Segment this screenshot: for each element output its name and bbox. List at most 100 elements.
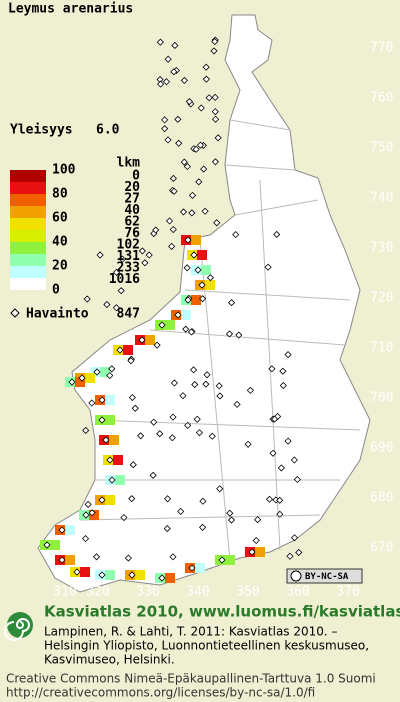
observation-marker <box>279 367 287 375</box>
observation-marker <box>284 351 292 359</box>
northing-label: 730 <box>370 241 393 256</box>
occurrence-cell <box>65 525 75 535</box>
observation-marker <box>118 255 127 263</box>
observation-marker <box>235 331 243 339</box>
observation-marker <box>187 328 196 336</box>
observation-marker <box>168 242 176 250</box>
observation-marker <box>128 571 136 579</box>
observation-marker <box>193 415 201 423</box>
observation-marker <box>98 416 106 424</box>
occurrence-cell <box>85 373 95 383</box>
occurrence-cell <box>225 555 235 565</box>
observation-marker <box>162 78 171 86</box>
observation-marker <box>184 296 192 304</box>
observation-marker <box>233 400 241 408</box>
observation-marker <box>68 378 76 386</box>
observation-marker <box>246 386 254 394</box>
easting-label: 340 <box>186 585 209 600</box>
observation-marker <box>169 413 177 421</box>
observation-marker <box>248 548 256 556</box>
scale-label: 20 <box>52 259 68 274</box>
license-line: http://creativecommons.org/licenses/by-n… <box>6 686 315 700</box>
observation-marker <box>202 75 210 83</box>
observation-marker <box>108 476 116 484</box>
observation-marker <box>98 571 106 579</box>
observation-marker <box>96 251 104 259</box>
observation-marker <box>214 134 222 142</box>
observation-marker <box>201 207 209 215</box>
observation-marker <box>161 125 169 133</box>
observation-marker <box>171 41 179 50</box>
observation-marker <box>98 396 106 404</box>
observation-marker <box>102 436 110 444</box>
observation-marker <box>276 496 284 504</box>
observation-marker <box>152 226 160 234</box>
observation-marker <box>271 415 279 423</box>
observation-marker <box>164 55 172 63</box>
observation-marker <box>286 552 294 560</box>
observation-marker <box>273 230 281 239</box>
observation-marker <box>200 165 208 173</box>
citation-line: Helsingin Yliopisto, Luonnontieteellinen… <box>44 639 369 653</box>
legend-swatch <box>10 170 46 182</box>
count-label: 0 <box>132 169 140 184</box>
observation-marker <box>228 299 236 307</box>
northing-label: 680 <box>370 491 393 506</box>
observation-marker <box>124 554 132 562</box>
observation-marker <box>92 553 101 561</box>
observation-marker <box>137 432 145 440</box>
frequency-label: Yleisyys <box>10 123 73 138</box>
observation-marker <box>269 449 277 457</box>
occurrence-cell <box>255 547 265 557</box>
observation-marker <box>203 371 211 379</box>
observation-marker <box>211 115 220 123</box>
observation-marker <box>58 526 66 534</box>
occurrence-cell <box>145 335 155 345</box>
observation-marker <box>106 456 114 464</box>
observation-marker <box>174 311 182 319</box>
scale-label: 60 <box>52 211 68 226</box>
observation-marker <box>195 429 203 437</box>
northing-label: 720 <box>370 291 393 306</box>
count-label: 20 <box>124 180 140 195</box>
observation-marker <box>83 295 91 303</box>
occurrence-cell <box>191 235 201 245</box>
count-label: 40 <box>124 203 140 218</box>
observation-symbol <box>10 308 20 318</box>
license-line: Creative Commons Nimeä-Epäkaupallinen-Ta… <box>6 672 376 686</box>
occurrence-cell <box>105 570 115 580</box>
observation-marker <box>284 437 292 445</box>
logo-circle <box>7 612 33 638</box>
easting-label: 350 <box>236 585 259 600</box>
observation-marker <box>149 471 157 479</box>
observation-marker <box>216 485 224 493</box>
occurrence-cell <box>109 435 119 445</box>
observation-marker <box>290 534 299 542</box>
occurrence-cell <box>195 563 205 573</box>
observation-marker <box>198 281 206 289</box>
observation-marker <box>117 287 125 295</box>
observation-marker <box>141 259 149 267</box>
observation-marker <box>170 379 178 387</box>
observation-marker <box>169 553 177 561</box>
observation-marker <box>188 564 196 572</box>
count-label: 131 <box>117 249 141 264</box>
observation-marker <box>244 440 252 448</box>
observation-marker <box>190 366 198 374</box>
legend-swatch <box>10 254 46 266</box>
occurrence-cell <box>135 570 145 580</box>
license-badge: BY-NC-SA <box>286 568 363 584</box>
observation-marker <box>156 430 164 438</box>
scale-label: 0 <box>52 283 60 298</box>
observation-marker <box>73 568 81 576</box>
observation-marker <box>88 509 96 517</box>
observation-marker <box>129 461 137 469</box>
observation-marker <box>164 136 172 144</box>
observation-marker <box>225 330 234 338</box>
observation-marker <box>138 247 146 255</box>
observation-marker <box>197 104 205 112</box>
observation-marker <box>128 495 136 503</box>
observation-marker <box>58 556 66 564</box>
observation-marker <box>84 500 92 508</box>
observation-marker <box>279 381 287 390</box>
